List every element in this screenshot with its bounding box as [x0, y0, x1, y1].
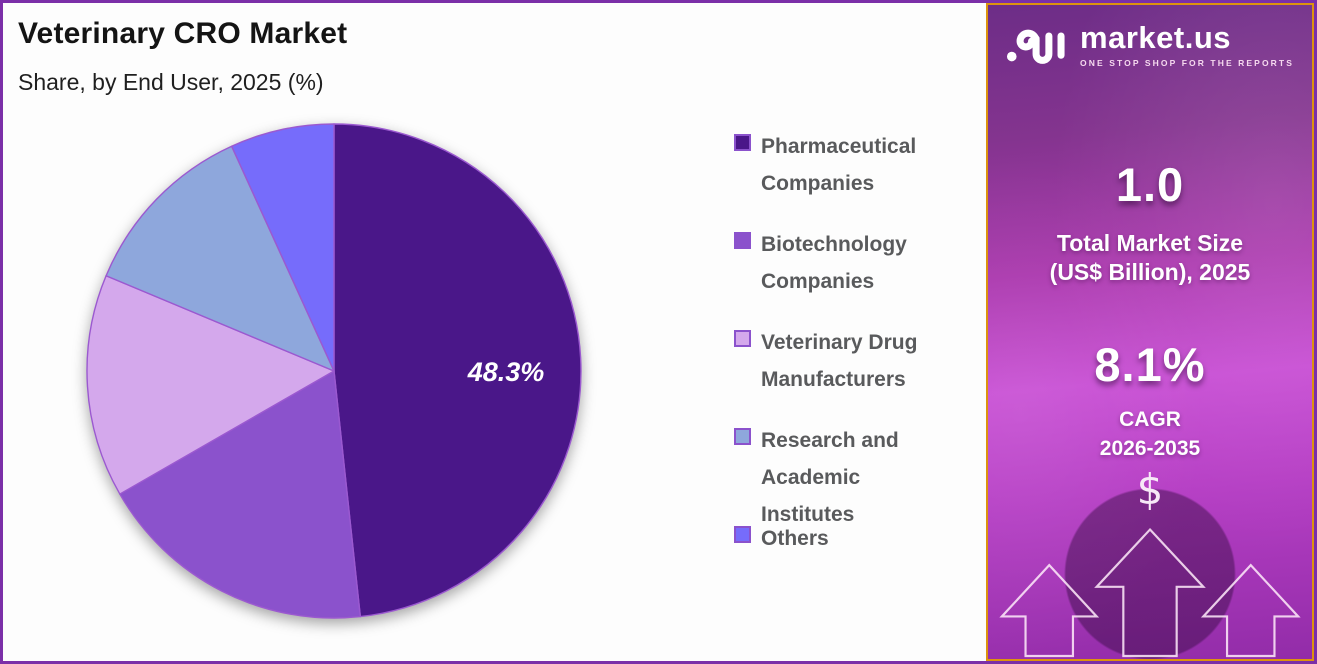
brand-logo: market.us ONE STOP SHOP FOR THE REPORTS [988, 19, 1312, 71]
legend-label: Veterinary Drug Manufacturers [761, 331, 918, 391]
brand-tagline: ONE STOP SHOP FOR THE REPORTS [1080, 58, 1294, 68]
market-size-value: 1.0 [1115, 158, 1185, 211]
legend-swatch-icon [734, 134, 751, 151]
cagr-label: CAGR 2026-2035 [1099, 408, 1201, 460]
pie-slice-3 [105, 145, 335, 372]
legend-item-0: Pharmaceutical Companies [734, 128, 973, 202]
legend-swatch-icon [734, 232, 751, 249]
chart-legend: Pharmaceutical Companies Biotechnology Co… [734, 3, 984, 661]
pie-data-label: 48.3% [467, 357, 545, 387]
legend-swatch-icon [734, 330, 751, 347]
marketus-logo-icon [1006, 29, 1065, 64]
pie-slice-2 [86, 275, 335, 495]
legend-item-1: Biotechnology Companies [734, 226, 973, 300]
page-title: Veterinary CRO Market [18, 17, 348, 50]
growth-arrows-icon [999, 527, 1301, 658]
pie-slice-1 [119, 370, 362, 619]
legend-label: Research and Academic Institutes [761, 429, 899, 526]
legend-item-3: Research and Academic Institutes [734, 422, 911, 533]
legend-swatch-icon [734, 526, 751, 543]
legend-item-4: Others [734, 520, 829, 557]
brand-sidebar: market.us ONE STOP SHOP FOR THE REPORTS … [986, 3, 1314, 661]
brand-text: market.us ONE STOP SHOP FOR THE REPORTS [1080, 20, 1294, 69]
pie-chart-svg: 48.3% [86, 123, 582, 619]
dollar-icon: $ [1136, 465, 1164, 514]
legend-swatch-icon [734, 428, 751, 445]
pie-slice-0 [333, 123, 582, 618]
pie-slice-4 [230, 123, 335, 372]
brand-name: market.us [1080, 20, 1231, 55]
legend-label: Pharmaceutical Companies [761, 135, 917, 195]
legend-item-2: Veterinary Drug Manufacturers [734, 324, 973, 398]
legend-label: Biotechnology Companies [761, 233, 907, 293]
pie-chart: 48.3% [81, 118, 587, 624]
market-size-label: Total Market Size (US$ Billion), 2025 [1049, 230, 1251, 285]
chart-area: Veterinary CRO Market Share, by End User… [3, 3, 986, 661]
cagr-value: 8.1% [1094, 338, 1206, 391]
legend-label: Others [761, 527, 829, 550]
page-subtitle: Share, by End User, 2025 (%) [18, 69, 324, 95]
